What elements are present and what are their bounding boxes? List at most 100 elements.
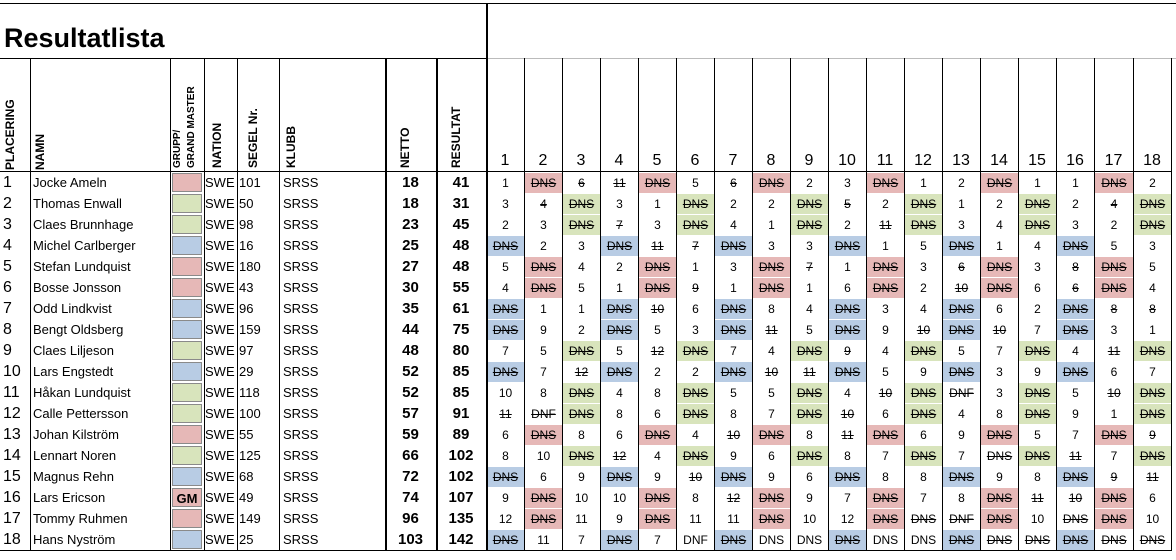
race-result-cell: 3 (882, 302, 889, 316)
race-result-cell: 10 (612, 491, 627, 505)
sail-number-cell: 101 (239, 175, 261, 190)
race-result-cell: DNS (943, 299, 980, 319)
resultat-cell: 102 (448, 468, 474, 485)
race-header-10: 10 (838, 152, 856, 169)
race-result-cell: 3 (1149, 239, 1156, 253)
race-result-cell: 7 (996, 344, 1003, 358)
race-result-cell: DNS (1101, 533, 1127, 547)
race-result-cell: DNS (601, 236, 638, 256)
race-result-cell: DNS (715, 236, 752, 256)
race-result-cell: 11 (575, 512, 588, 526)
netto-cell: 35 (402, 300, 419, 317)
header-grupp-line1: GRUPP/ (172, 129, 183, 168)
race-result-cell: DNS (981, 173, 1018, 193)
race-result-cell: 8 (540, 386, 547, 400)
race-result-cell: DNS (943, 362, 980, 382)
sail-number-cell: 16 (239, 238, 254, 253)
race-result-cell: 1 (730, 281, 737, 295)
nation-cell: SWE (205, 301, 235, 316)
race-result-cell: DNS (872, 533, 899, 547)
race-column-line (980, 58, 981, 551)
race-result-cell: 11 (613, 176, 626, 190)
nation-cell: SWE (205, 490, 235, 505)
race-result-cell: 1 (692, 260, 699, 274)
race-result-cell: 8 (1149, 302, 1156, 316)
race-result-cell: DNF (949, 386, 974, 400)
race-result-cell: 10 (536, 449, 551, 463)
race-result-cell: 6 (502, 428, 509, 442)
title-bottom-line (0, 58, 486, 59)
race-result-cell: 8 (806, 428, 813, 442)
name-cell: Stefan Lundquist (33, 259, 131, 274)
race-result-cell: DNS (525, 278, 562, 298)
race-result-cell: DNS (487, 362, 524, 382)
race-result-cell: 7 (578, 533, 585, 547)
race-column-line (828, 58, 829, 551)
club-cell: SRSS (283, 259, 319, 274)
race-result-cell: 1 (616, 281, 623, 295)
sail-number-cell: 68 (239, 469, 254, 484)
race-result-cell: DNS (1019, 383, 1056, 403)
nation-cell: SWE (205, 532, 235, 547)
race-result-cell: 10 (802, 512, 817, 526)
race-result-cell: 1 (1110, 407, 1118, 421)
name-cell: Johan Kilström (33, 427, 119, 442)
placement-cell: 16 (3, 489, 21, 506)
netto-cell: 18 (402, 174, 419, 191)
group-swatch (172, 320, 202, 339)
race-column-line (942, 58, 943, 551)
race-result-cell: 10 (1030, 512, 1045, 526)
race-result-cell: DNS (525, 488, 562, 508)
sail-number-cell: 96 (239, 301, 254, 316)
club-cell: SRSS (283, 280, 319, 295)
race-result-cell: DNS (867, 257, 904, 277)
club-cell: SRSS (283, 448, 319, 463)
placement-cell: 18 (3, 531, 21, 548)
nation-cell: SWE (205, 385, 235, 400)
race-result-cell: 2 (692, 365, 699, 379)
race-result-cell: DNS (715, 467, 752, 487)
placement-cell: 14 (3, 447, 21, 464)
name-cell: Odd Lindkvist (33, 301, 112, 316)
race-result-cell: DNS (753, 257, 790, 277)
netto-cell: 66 (402, 447, 419, 464)
race-column-line (752, 58, 753, 551)
race-result-cell: DNS (639, 425, 676, 445)
race-result-cell: DNS (1095, 173, 1133, 193)
race-result-cell: 4 (502, 281, 509, 295)
race-result-cell: DNS (867, 488, 904, 508)
race-result-cell: 5 (730, 386, 737, 400)
race-result-cell: 5 (920, 239, 927, 253)
race-result-cell: 7 (958, 449, 965, 463)
grand-master-badge: GM (176, 491, 198, 506)
race-result-cell: DNS (829, 362, 866, 382)
race-header-7: 7 (728, 152, 738, 169)
race-result-cell: DNS (1057, 362, 1094, 382)
name-cell: Jocke Ameln (33, 175, 107, 190)
race-column-line (562, 58, 563, 551)
race-result-cell: DNS (715, 299, 752, 319)
table-bottom-line (0, 550, 1171, 551)
race-result-cell: DNS (905, 341, 942, 361)
race-result-cell: DNS (905, 404, 942, 424)
race-result-cell: 9 (616, 512, 623, 526)
race-result-cell: 8 (730, 407, 737, 421)
race-result-cell: DNS (601, 299, 638, 319)
race-column-line (600, 58, 601, 551)
header-grupp-line2: GRAND MASTER (186, 86, 197, 168)
race-result-cell: DNF (683, 533, 708, 547)
placement-cell: 4 (3, 237, 12, 254)
placement-cell: 17 (3, 510, 21, 527)
nation-cell: SWE (205, 364, 235, 379)
nation-cell: SWE (205, 259, 235, 274)
name-cell: Lennart Noren (33, 448, 117, 463)
resultat-cell: 85 (452, 363, 470, 380)
race-result-cell: DNS (677, 404, 714, 424)
race-result-cell: 9 (1034, 365, 1041, 379)
race-result-cell: DNS (1095, 509, 1133, 529)
race-result-cell: 7 (540, 365, 547, 379)
race-result-cell: 11 (499, 407, 512, 421)
race-result-cell: 9 (540, 323, 547, 337)
race-result-cell: 7 (730, 344, 737, 358)
